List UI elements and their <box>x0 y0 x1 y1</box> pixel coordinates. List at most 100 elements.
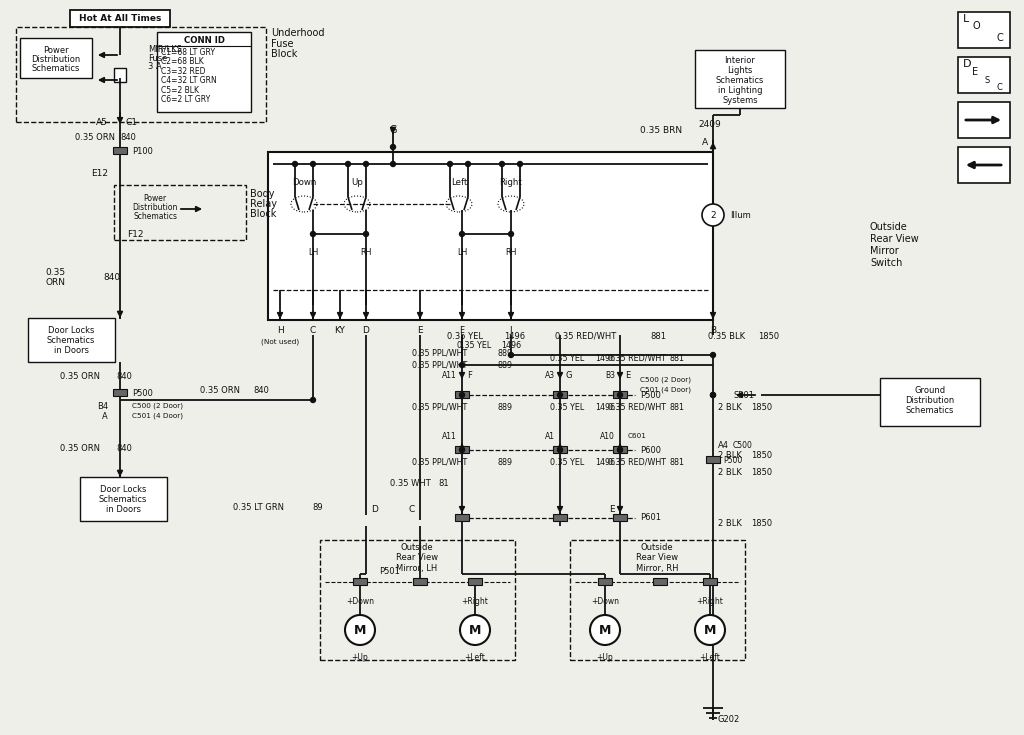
Text: A11: A11 <box>442 431 457 440</box>
Bar <box>114 185 246 240</box>
Text: in Doors: in Doors <box>53 345 88 354</box>
Text: F12: F12 <box>127 229 143 238</box>
Text: C: C <box>409 506 415 514</box>
Bar <box>80 477 167 521</box>
Circle shape <box>617 448 623 453</box>
Text: C501 (4 Door): C501 (4 Door) <box>640 387 691 393</box>
Circle shape <box>590 615 620 645</box>
Text: Rear View: Rear View <box>396 553 438 562</box>
Text: 0.35 RED/WHT: 0.35 RED/WHT <box>555 331 616 340</box>
Circle shape <box>711 392 716 398</box>
Text: 0.35 RED/WHT: 0.35 RED/WHT <box>608 403 666 412</box>
Text: Schematics: Schematics <box>47 335 95 345</box>
Text: C6=2 LT GRY: C6=2 LT GRY <box>161 95 210 104</box>
Text: 81: 81 <box>438 479 449 489</box>
Circle shape <box>460 448 465 453</box>
Text: 0.35 YEL: 0.35 YEL <box>550 457 585 467</box>
Circle shape <box>466 162 470 167</box>
Text: Schematics: Schematics <box>906 406 954 415</box>
Circle shape <box>509 232 513 237</box>
Circle shape <box>447 162 453 167</box>
Text: E: E <box>625 370 630 379</box>
Text: 0.35 RED/WHT: 0.35 RED/WHT <box>608 354 666 362</box>
Text: 1850: 1850 <box>751 403 772 412</box>
Text: M: M <box>599 623 611 637</box>
Bar <box>613 446 627 453</box>
Text: Ground: Ground <box>914 385 945 395</box>
Text: Schematics: Schematics <box>133 212 177 220</box>
Text: 840: 840 <box>116 443 132 453</box>
Text: C500: C500 <box>733 440 753 450</box>
Text: E: E <box>417 326 423 334</box>
Text: ORN: ORN <box>45 278 65 287</box>
Text: M: M <box>354 623 367 637</box>
Circle shape <box>695 615 725 645</box>
Circle shape <box>310 232 315 237</box>
Text: C1: C1 <box>126 118 138 126</box>
Text: +Left: +Left <box>465 653 485 662</box>
Text: 3 A: 3 A <box>148 62 162 71</box>
Text: Lights: Lights <box>727 65 753 74</box>
Text: P601: P601 <box>640 514 662 523</box>
Bar <box>958 57 1010 93</box>
Text: D: D <box>963 59 972 69</box>
Text: 2: 2 <box>711 210 716 220</box>
Bar <box>455 446 469 453</box>
Bar <box>613 391 627 398</box>
Text: P600: P600 <box>640 445 662 454</box>
Bar <box>157 32 251 112</box>
Circle shape <box>364 232 369 237</box>
Text: 1496: 1496 <box>504 331 525 340</box>
Circle shape <box>364 162 369 167</box>
Text: 1850: 1850 <box>751 451 772 459</box>
Text: 1496: 1496 <box>595 403 615 412</box>
Text: 2409: 2409 <box>698 120 721 129</box>
Text: 889: 889 <box>498 403 513 412</box>
Text: Block: Block <box>271 49 297 59</box>
Text: 881: 881 <box>670 403 685 412</box>
Text: C2=68 BLK: C2=68 BLK <box>161 57 204 66</box>
Text: A5: A5 <box>96 118 108 126</box>
Text: J: J <box>510 326 512 334</box>
Text: 881: 881 <box>670 354 685 362</box>
Circle shape <box>310 398 315 403</box>
Circle shape <box>557 448 562 453</box>
Text: 840: 840 <box>120 132 136 142</box>
Text: Illum: Illum <box>730 210 751 220</box>
Text: Underhood: Underhood <box>271 28 325 38</box>
Text: C: C <box>996 82 1001 91</box>
Text: 0.35 ORN: 0.35 ORN <box>60 371 100 381</box>
Text: H: H <box>276 326 284 334</box>
Circle shape <box>711 353 716 357</box>
Text: (Not used): (Not used) <box>261 339 299 345</box>
Text: L: L <box>963 14 970 24</box>
Text: E12: E12 <box>91 168 108 177</box>
Text: Distribution: Distribution <box>905 395 954 404</box>
Text: 0.35 LT GRN: 0.35 LT GRN <box>233 503 284 512</box>
Text: E: E <box>609 506 615 514</box>
Text: Block: Block <box>250 209 276 219</box>
Circle shape <box>293 162 298 167</box>
Text: F: F <box>460 326 465 334</box>
Bar <box>319 540 515 660</box>
Text: P100: P100 <box>132 146 153 156</box>
Bar <box>114 68 126 82</box>
Text: 0.35 ORN: 0.35 ORN <box>75 132 115 142</box>
Text: 0.35 YEL: 0.35 YEL <box>550 354 585 362</box>
Bar <box>113 389 127 396</box>
Text: Right: Right <box>500 177 522 187</box>
Text: Down: Down <box>292 177 316 187</box>
Text: C4=32 LT GRN: C4=32 LT GRN <box>161 76 217 85</box>
Text: P501: P501 <box>380 567 400 576</box>
Bar <box>703 578 717 585</box>
Circle shape <box>345 615 375 645</box>
Text: 889: 889 <box>498 348 513 357</box>
Bar <box>455 391 469 398</box>
Bar <box>958 147 1010 183</box>
Circle shape <box>460 232 465 237</box>
Text: A11: A11 <box>442 370 457 379</box>
Text: in Lighting: in Lighting <box>718 85 762 95</box>
Text: A1: A1 <box>545 431 555 440</box>
Text: Outside: Outside <box>641 543 674 553</box>
Text: Relay: Relay <box>250 199 278 209</box>
